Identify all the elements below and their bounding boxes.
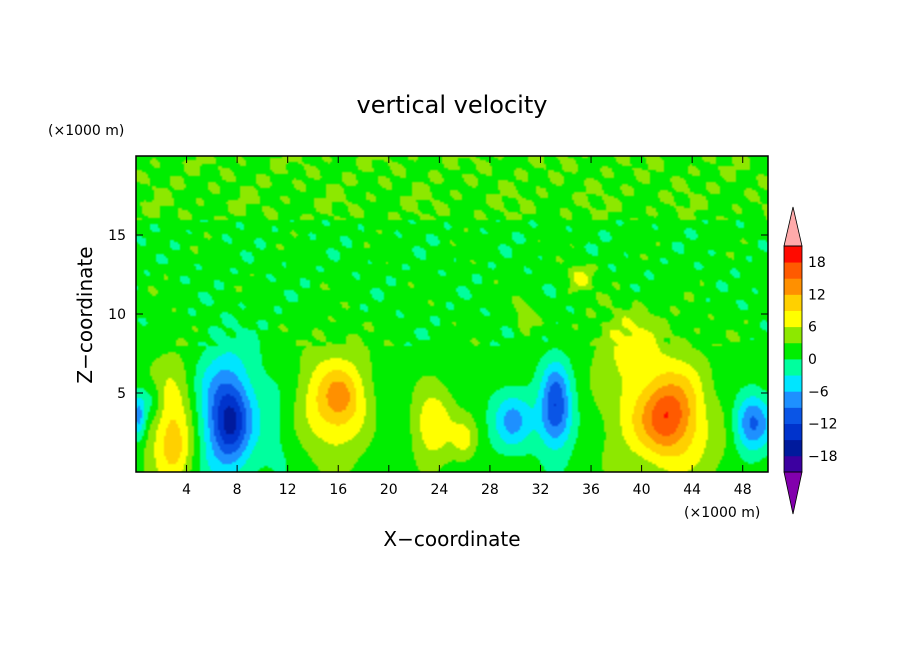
colorbar-band bbox=[784, 294, 802, 311]
colorbar-extend-bottom bbox=[783, 471, 803, 515]
x-tick-label: 16 bbox=[329, 482, 347, 498]
colorbar-tick-label: 0 bbox=[808, 352, 817, 368]
y-tick-label: 10 bbox=[108, 307, 126, 323]
colorbar-band bbox=[784, 342, 802, 360]
colorbar-tick-label: 18 bbox=[808, 255, 826, 271]
x-tick-label: 40 bbox=[633, 482, 651, 498]
contour-fill-image bbox=[136, 156, 768, 472]
colorbar-band bbox=[784, 423, 802, 441]
y-unit-label: (×1000 m) bbox=[48, 123, 124, 139]
colorbar-band bbox=[784, 246, 802, 263]
contour-field bbox=[136, 156, 768, 472]
colorbar-band bbox=[784, 262, 802, 279]
y-axis: 5 10 15 bbox=[108, 228, 768, 402]
colorbar-tick-label: −6 bbox=[808, 384, 829, 400]
colorbar-band bbox=[784, 455, 802, 473]
colorbar-band bbox=[784, 278, 802, 295]
colorbar-frame bbox=[783, 245, 803, 473]
chart-title: vertical velocity bbox=[357, 91, 548, 119]
colorbar-band bbox=[784, 326, 802, 344]
colorbar-tick-label: −12 bbox=[808, 417, 838, 433]
x-unit-label: (×1000 m) bbox=[684, 505, 760, 521]
y-tick-label: 15 bbox=[108, 228, 126, 244]
colorbar-tick-label: −18 bbox=[808, 449, 838, 465]
colorbar: 18 12 6 0 −6 −12 −18 bbox=[783, 206, 838, 515]
colorbar-band bbox=[784, 375, 802, 392]
x-tick-label: 32 bbox=[532, 482, 550, 498]
colorbar-tick-label: 6 bbox=[808, 320, 817, 336]
colorbar-band bbox=[784, 310, 802, 328]
x-tick-label: 12 bbox=[279, 482, 297, 498]
x-tick-label: 36 bbox=[582, 482, 600, 498]
x-tick-label: 8 bbox=[233, 482, 242, 498]
y-tick-label: 5 bbox=[117, 386, 126, 402]
x-tick-label: 4 bbox=[182, 482, 191, 498]
x-tick-label: 24 bbox=[430, 482, 448, 498]
colorbar-band bbox=[784, 359, 802, 376]
x-tick-label: 28 bbox=[481, 482, 499, 498]
x-axis: 4 8 12 16 20 24 28 32 36 40 44 48 bbox=[182, 156, 752, 498]
y-axis-label: Z−coordinate bbox=[73, 246, 97, 383]
colorbar-band bbox=[784, 407, 802, 424]
colorbar-band bbox=[784, 439, 802, 457]
x-tick-label: 44 bbox=[683, 482, 701, 498]
x-axis-label: X−coordinate bbox=[383, 527, 520, 551]
colorbar-extend-top bbox=[783, 206, 803, 247]
x-tick-label: 20 bbox=[380, 482, 398, 498]
colorbar-tick-label: 12 bbox=[808, 287, 826, 303]
colorbar-band bbox=[784, 391, 802, 408]
x-tick-label: 48 bbox=[734, 482, 752, 498]
